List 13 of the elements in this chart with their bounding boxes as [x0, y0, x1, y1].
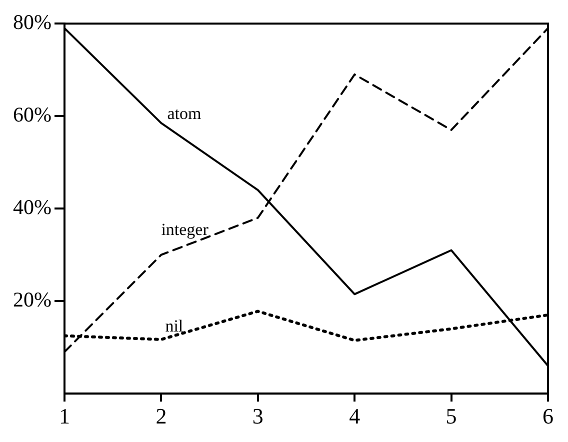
- y-tick-label: 20%: [12, 288, 52, 312]
- y-tick-label: 40%: [12, 195, 52, 220]
- x-tick-label: 6: [542, 404, 554, 429]
- x-tick-label: 3: [252, 404, 264, 429]
- series-label: atom: [167, 104, 202, 124]
- y-tick-label: 80%: [12, 10, 52, 34]
- series-label: integer: [161, 220, 209, 239]
- x-tick-label: 5: [446, 404, 457, 429]
- x-tick-label: 1: [58, 404, 70, 429]
- y-tick-label: 60%: [12, 102, 52, 127]
- series-label: nil: [165, 316, 184, 336]
- x-tick-label: 4: [349, 404, 360, 429]
- x-tick-label: 2: [156, 404, 167, 429]
